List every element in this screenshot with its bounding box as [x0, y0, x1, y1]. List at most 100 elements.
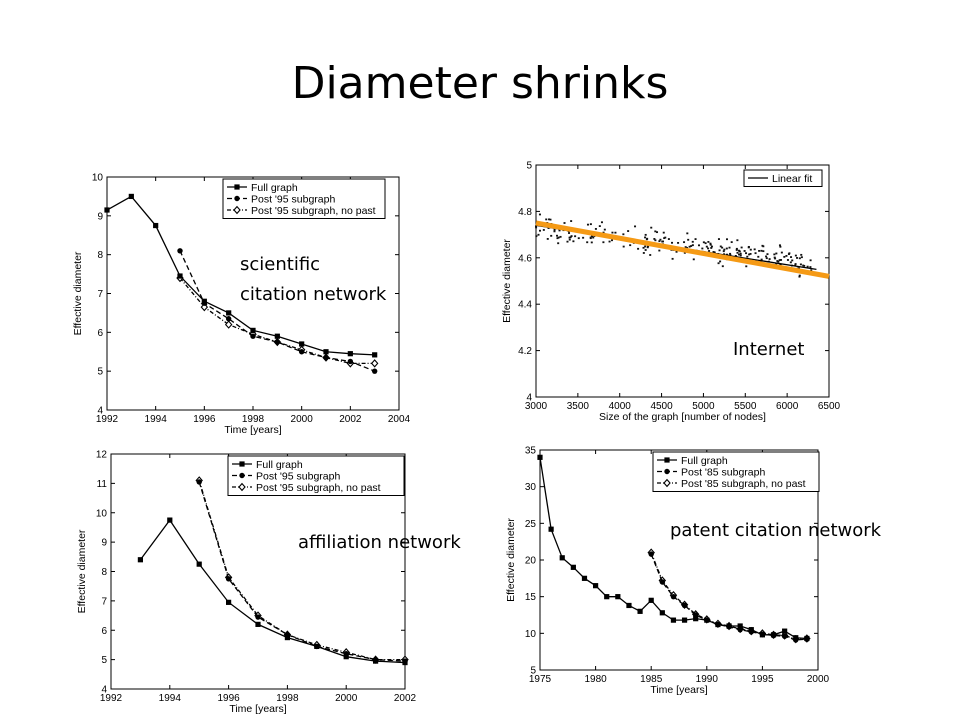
scatter-point	[545, 218, 548, 221]
data-point	[250, 327, 256, 333]
data-point	[693, 616, 699, 622]
scatter-point	[683, 241, 686, 244]
scatter-point	[789, 261, 792, 264]
x-tick-label: 5500	[734, 401, 757, 412]
scatter-point	[661, 240, 664, 243]
scatter-point	[779, 245, 782, 248]
y-tick-label: 12	[96, 450, 108, 461]
x-tick-label: 1995	[751, 674, 774, 685]
scatter-point	[707, 240, 710, 243]
scatter-point	[691, 244, 694, 247]
x-tick-label: 1994	[159, 693, 182, 704]
scatter-point	[775, 252, 778, 255]
scatter-point	[701, 247, 704, 250]
scatter-point	[800, 253, 803, 256]
scatter-point	[692, 258, 695, 261]
data-point	[224, 320, 233, 329]
scatter-point	[740, 246, 743, 249]
legend-label: Post '85 subgraph, no past	[681, 478, 806, 490]
plot-frame	[535, 164, 830, 398]
scatter-point	[644, 236, 647, 239]
y-tick-label: 4.2	[518, 346, 532, 357]
scatter-point	[707, 247, 710, 250]
data-point	[593, 583, 599, 589]
data-point	[659, 610, 665, 616]
scatter-point	[760, 249, 763, 252]
scatter-point	[590, 241, 593, 244]
scatter-point	[773, 256, 776, 259]
scatter-point	[713, 251, 716, 254]
scatter-point	[594, 228, 597, 230]
scatter-point	[739, 254, 742, 257]
scatter-point	[675, 250, 678, 253]
scatter-point	[644, 245, 647, 248]
scatter-point	[778, 244, 781, 247]
scatter-point	[563, 222, 566, 224]
y-tick-label: 6	[101, 626, 107, 637]
x-tick-label: 1994	[145, 414, 168, 425]
scatter-point	[785, 254, 788, 257]
scatter-point	[738, 253, 741, 256]
scatter-point	[647, 245, 650, 248]
y-tick-label: 5	[530, 666, 536, 677]
scatter-point	[549, 218, 552, 221]
scatter-point	[642, 252, 645, 254]
x-tick-label: 3000	[525, 401, 548, 412]
data-point	[128, 193, 134, 200]
scatter-point	[535, 226, 538, 229]
scatter-point	[591, 235, 594, 238]
scatter-point	[586, 223, 589, 226]
scatter-point	[538, 213, 541, 216]
patent-network-label: patent citation network	[670, 520, 882, 541]
data-point	[298, 349, 305, 355]
scatter-point	[556, 234, 559, 237]
y-tick-label: 20	[525, 556, 537, 567]
x-tick-label: 3500	[567, 401, 590, 412]
x-tick-label: 2002	[394, 693, 417, 704]
y-tick-label: 35	[525, 446, 537, 457]
scatter-point	[697, 244, 700, 247]
y-tick-label: 9	[101, 538, 107, 549]
scatter-point	[753, 248, 756, 251]
x-axis-label: Time [years]	[650, 684, 707, 696]
data-point	[681, 602, 688, 609]
scientific-citation-chart: 1992 1994 1996 1998 2000 2002 2004 4 5 6 7 8 9 10 Time…	[72, 173, 411, 437]
x-tick-label: 1985	[640, 674, 663, 685]
scatter-point	[677, 241, 680, 244]
scatter-point	[688, 245, 691, 248]
scientific-network-label: scientific citation network	[240, 250, 386, 310]
legend-label: Linear fit	[772, 173, 812, 185]
y-tick-label: 30	[525, 482, 537, 493]
scatter-point	[649, 254, 652, 256]
x-tick-label: 1992	[96, 414, 119, 425]
data-point	[659, 579, 666, 585]
x-tick-label: 4000	[609, 401, 632, 412]
scatter-point	[729, 254, 732, 256]
y-tick-label: 10	[525, 629, 537, 640]
scatter-point	[589, 223, 592, 226]
data-point	[748, 627, 754, 633]
scatter-point	[608, 240, 611, 243]
legend-marker	[239, 461, 245, 467]
scatter-point	[765, 257, 768, 260]
legend-marker	[664, 468, 670, 475]
legend-marker	[239, 472, 245, 479]
series-line	[106, 195, 375, 356]
series-line	[179, 250, 375, 372]
y-tick-label: 4.8	[518, 207, 532, 218]
data-point	[770, 632, 777, 638]
scatter-point	[667, 238, 670, 240]
scatter-point	[690, 245, 693, 247]
data-point	[604, 594, 610, 600]
scatter-point	[735, 247, 738, 250]
scatter-point	[535, 225, 538, 228]
data-point	[759, 632, 765, 638]
scatter-point	[800, 256, 803, 259]
scatter-point	[582, 236, 585, 239]
scatter-point	[739, 252, 742, 255]
scatter-point	[622, 233, 625, 236]
data-point	[250, 333, 256, 339]
y-tick-label: 9	[97, 211, 103, 222]
data-point	[737, 623, 743, 629]
legend-marker	[234, 184, 240, 190]
